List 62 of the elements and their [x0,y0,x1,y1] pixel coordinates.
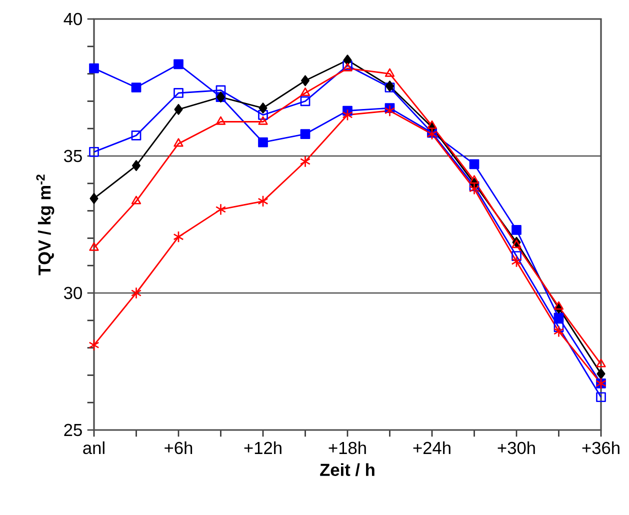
point [300,129,310,140]
point [511,255,522,268]
point [469,181,480,192]
y-tick-label: 40 [64,12,82,26]
point [215,203,226,216]
point [88,339,100,352]
point [512,225,522,235]
x-tick-label: +30h [498,441,535,454]
point [512,240,522,248]
y-tick-label: 30 [64,286,82,300]
x-tick-label: anl [83,441,104,454]
point [132,160,141,172]
point [89,242,99,251]
y-axis-title: TQV / kg m$^{-2}$ [36,174,54,276]
y-tick-label: 35 [64,150,82,162]
x-axis-title: Zeit / h [320,463,374,476]
point [173,230,184,243]
point [300,75,310,86]
point [427,120,437,129]
point [596,358,606,368]
point [174,104,183,115]
y-tick-label: 25 [64,424,82,436]
point [468,182,480,195]
point [89,146,99,157]
point [554,301,564,310]
point [174,138,184,147]
point [596,392,606,402]
point [384,68,395,77]
point [554,322,564,332]
point [426,128,438,140]
x-tick-label: +12h [244,441,282,454]
point [131,130,142,140]
point [130,286,142,300]
point [469,159,480,170]
point [300,88,310,96]
point [554,312,564,323]
point [342,108,353,121]
point [469,175,480,184]
point [89,63,99,74]
point [131,196,142,204]
point [258,110,268,120]
x-tick-label: +6h [164,441,192,454]
point [384,104,396,117]
x-tick-label: +18h [328,441,366,454]
point [174,88,184,98]
point [258,116,268,125]
point [553,325,564,338]
x-tick-label: +36h [582,441,620,454]
x-tick-label: +24h [413,441,450,454]
point [300,155,311,168]
point [216,116,226,125]
point [258,102,268,114]
point [343,54,352,66]
point [512,251,522,261]
point [174,59,184,70]
point [596,368,606,380]
point [216,85,226,96]
point [131,82,142,92]
point [258,195,268,208]
point [90,193,98,204]
point [258,137,268,148]
point [300,96,310,106]
